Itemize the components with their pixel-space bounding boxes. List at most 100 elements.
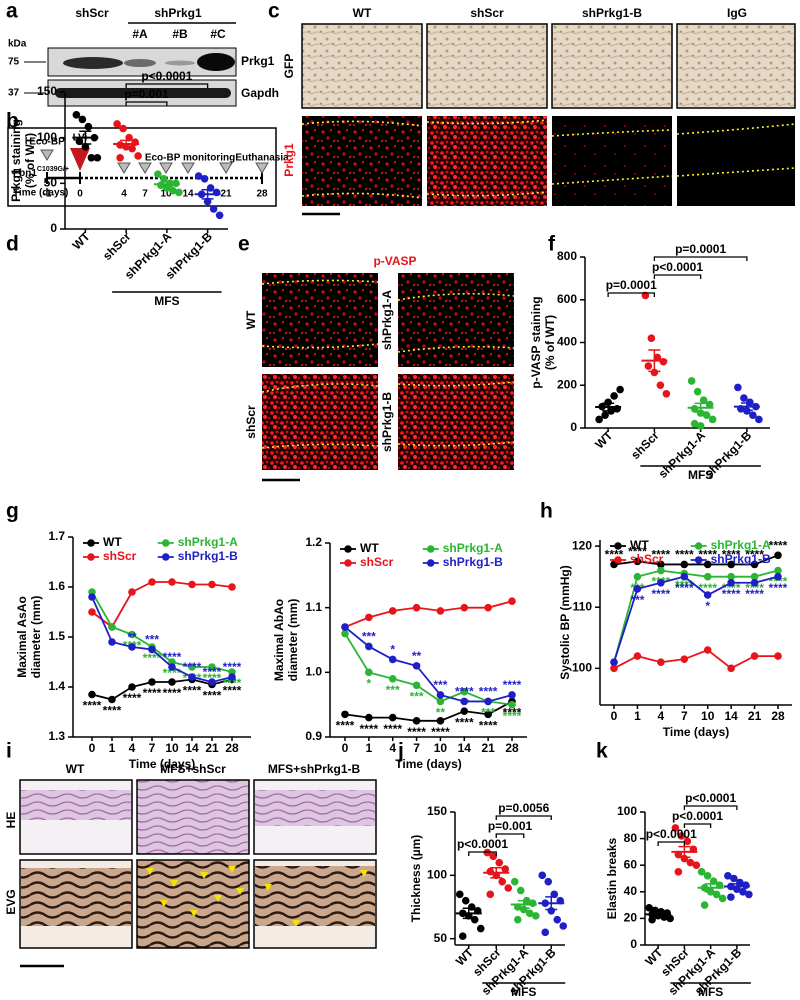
decoration [426, 119, 548, 125]
data-point [169, 186, 177, 195]
decoration [70, 148, 90, 171]
significance: **** [745, 587, 764, 601]
data-point [703, 646, 712, 654]
sem-bar [79, 130, 92, 145]
significance: **** [431, 725, 450, 739]
significance: **** [223, 676, 242, 690]
decoration [398, 374, 514, 470]
x-tick-label: 7 [413, 741, 420, 755]
y-axis-label: diameter (mm) [286, 599, 300, 682]
x-axis-label: Time (days) [129, 757, 195, 771]
decoration [255, 790, 375, 826]
y-tick-label: 1.5 [48, 629, 65, 643]
legend-label: shPrkg1-B [443, 555, 503, 569]
panel-letter: f [548, 233, 556, 256]
decoration [360, 870, 368, 877]
data-point [154, 170, 162, 178]
y-axis-label: p-VASP staining [529, 296, 543, 388]
timeline-days: -1 0 4 7 10 14 21 28 [43, 162, 269, 200]
data-point [75, 137, 84, 146]
x-tick-label: 0 [611, 709, 618, 723]
data-point [228, 673, 236, 681]
sem-bar [704, 883, 717, 893]
comparison-bracket [653, 274, 702, 279]
data-point [633, 585, 642, 593]
significance: **** [769, 538, 788, 552]
comparison-bracket [607, 292, 656, 297]
data-point [108, 638, 116, 646]
data-point [657, 578, 665, 587]
data-point [674, 868, 683, 876]
decoration [255, 866, 375, 926]
x-tick-label: WT [592, 428, 616, 452]
data-point [93, 153, 102, 162]
sem-bar [160, 181, 173, 188]
data-point [128, 683, 136, 691]
panel-letter: h [540, 500, 553, 523]
significance: *** [410, 689, 424, 703]
legend-label: shPrkg1-B [178, 549, 238, 563]
timeline-day: 10 [160, 189, 172, 200]
timeline-event: Eco-BP monitoring [145, 153, 235, 164]
data-point [188, 673, 196, 681]
data-point [525, 909, 534, 918]
blot-kda: kDa [8, 39, 27, 50]
data-point [653, 353, 662, 362]
data-point [740, 394, 748, 402]
comparison-label: p<0.0001 [646, 827, 697, 841]
data-point [128, 630, 136, 639]
data-point [148, 678, 156, 686]
legend-marker [426, 559, 435, 567]
decoration [676, 167, 796, 177]
data-point [168, 578, 176, 586]
data-point [724, 872, 732, 880]
data-point [601, 411, 609, 419]
decoration [63, 57, 123, 69]
data-point [88, 690, 96, 699]
y-tick-label: 50 [44, 176, 58, 190]
significance: **** [745, 581, 764, 595]
data-point [703, 591, 712, 599]
panel-letter: j [397, 740, 404, 763]
data-point [412, 662, 421, 670]
sem-bar [201, 188, 214, 200]
blot-protein: Prkg1 [241, 54, 275, 68]
x-tick-label: 0 [342, 741, 349, 755]
x-tick-label: 4 [658, 709, 665, 723]
row-label: HE [4, 812, 18, 829]
significance: **** [769, 581, 788, 595]
column-label: shPrkg1-B [582, 6, 642, 20]
comparison-bracket [657, 841, 686, 846]
series-line [613, 648, 778, 670]
row-label: shPrkg1-A [380, 290, 394, 350]
data-point [484, 710, 492, 719]
data-point [657, 560, 665, 569]
panel-letter: i [6, 740, 12, 763]
legend-label: WT [360, 541, 379, 555]
data-point [81, 143, 90, 151]
significance: **** [675, 581, 694, 595]
data-point [528, 899, 537, 907]
decoration [136, 779, 250, 855]
y-tick-label: 200 [557, 377, 577, 391]
significance: **** [745, 548, 764, 562]
y-tick-label: 80 [624, 831, 638, 845]
x-tick-label: 28 [771, 709, 785, 723]
data-point [657, 566, 665, 575]
data-point [501, 865, 510, 873]
blot-protein: Gapdh [241, 86, 279, 100]
series-line [91, 581, 233, 629]
legend-marker [161, 553, 170, 561]
data-point [648, 915, 656, 924]
data-point [470, 915, 479, 924]
data-point [712, 890, 721, 899]
timeline-day: 21 [220, 189, 232, 200]
column-label: shScr [470, 6, 504, 20]
data-point [727, 893, 735, 901]
legend-marker [87, 539, 95, 547]
data-point [134, 152, 142, 160]
y-tick-label: 60 [624, 857, 638, 871]
data-point [774, 551, 782, 560]
data-point [72, 111, 81, 119]
timeline-day: 0 [77, 189, 83, 200]
